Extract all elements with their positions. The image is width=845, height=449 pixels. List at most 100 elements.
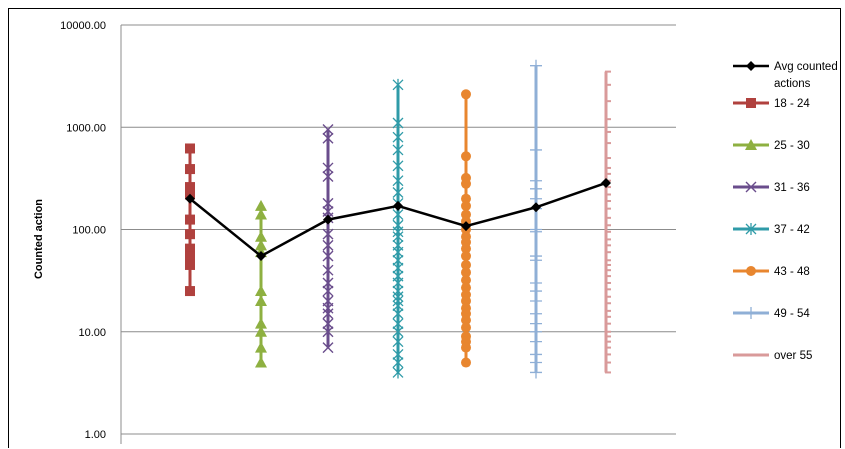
series-37-42 [392, 78, 404, 379]
legend-label-average: Avg counted [774, 61, 838, 73]
data-point [255, 239, 267, 251]
data-point [392, 143, 404, 156]
data-point [322, 162, 334, 174]
data-point [461, 322, 471, 333]
data-point [322, 250, 334, 262]
data-point [461, 89, 471, 100]
data-point [255, 325, 267, 337]
series-over55 [604, 70, 611, 374]
data-point [530, 294, 542, 307]
data-point [255, 199, 267, 211]
data-point [461, 193, 471, 204]
series-layer [185, 59, 611, 379]
data-point [530, 335, 542, 348]
data-point [461, 295, 471, 306]
data-point [322, 308, 334, 320]
data-point [461, 200, 471, 211]
data-point [322, 228, 334, 240]
data-point [322, 318, 334, 330]
data-point [461, 243, 471, 254]
chart-frame: 10000.00 1000.00 100.00 10.00 1.00 Avg count… [8, 8, 841, 448]
data-point [255, 208, 267, 220]
data-point [185, 164, 195, 175]
series-31-36 [322, 124, 334, 354]
data-point [322, 170, 334, 182]
legend-label: 31 - 36 [774, 182, 810, 194]
data-point [746, 266, 756, 276]
data-point [601, 177, 611, 188]
data-point [322, 277, 334, 289]
data-point [530, 59, 542, 72]
data-point [255, 230, 267, 242]
data-point [392, 117, 404, 130]
data-point [461, 251, 471, 262]
legend-label: 18 - 24 [774, 98, 810, 110]
data-point [392, 366, 404, 379]
data-point [461, 282, 471, 293]
data-point [322, 342, 334, 354]
data-point [255, 294, 267, 306]
data-point [746, 61, 756, 71]
data-point [185, 182, 195, 193]
data-point [461, 209, 471, 220]
data-point [530, 143, 542, 156]
data-point [461, 315, 471, 326]
data-point [392, 131, 404, 144]
data-point [322, 326, 334, 338]
legend-label-average-cont: actions [774, 78, 811, 90]
y-tick-label: 1.00 [85, 429, 106, 441]
data-point [392, 335, 404, 348]
average-line-layer [185, 177, 611, 262]
data-point [185, 259, 195, 270]
data-point [461, 267, 471, 278]
data-point [392, 159, 404, 172]
data-point [322, 285, 334, 297]
data-point [461, 178, 471, 189]
y-tick-label: 1000.00 [66, 122, 106, 134]
data-point [255, 356, 267, 368]
data-point [185, 214, 195, 225]
data-point [322, 197, 334, 209]
y-tick-label: 100.00 [72, 225, 106, 237]
data-point [322, 124, 334, 136]
data-point [461, 342, 471, 353]
data-point [392, 186, 404, 199]
data-point [745, 307, 757, 319]
legend-label: 43 - 48 [774, 266, 810, 278]
data-point [322, 302, 334, 314]
data-point [461, 221, 471, 232]
y-tick-label: 10000.00 [60, 20, 106, 32]
data-point [185, 286, 195, 297]
data-point [530, 225, 542, 238]
data-point [256, 251, 266, 262]
data-point [392, 78, 404, 91]
series-25-30 [255, 199, 267, 368]
data-point [745, 181, 757, 193]
data-point [461, 259, 471, 270]
data-point [185, 243, 195, 254]
data-point [461, 275, 471, 286]
data-point [746, 98, 756, 108]
legend-label: 37 - 42 [774, 224, 810, 236]
y-tick-label: 10.00 [78, 327, 106, 339]
data-point [531, 202, 541, 213]
data-point [255, 341, 267, 353]
data-point [255, 285, 267, 297]
data-point [393, 200, 403, 211]
data-point [461, 357, 471, 368]
legend-label: over 55 [774, 350, 812, 362]
legend: Avg counted actions 18 - 24 25 - 30 31 - 36 3… [733, 61, 838, 362]
y-axis: 10000.00 1000.00 100.00 10.00 1.00 [60, 20, 122, 444]
data-point [530, 366, 542, 379]
data-point [255, 317, 267, 329]
chart-svg: 10000.00 1000.00 100.00 10.00 1.00 Avg count… [33, 20, 838, 444]
data-point [392, 174, 404, 187]
data-point [185, 251, 195, 262]
series-43-48 [461, 89, 471, 368]
data-point [322, 132, 334, 144]
data-point [185, 193, 195, 204]
data-point [185, 143, 195, 154]
data-point [185, 229, 195, 240]
data-point [745, 223, 757, 235]
data-point [461, 151, 471, 162]
